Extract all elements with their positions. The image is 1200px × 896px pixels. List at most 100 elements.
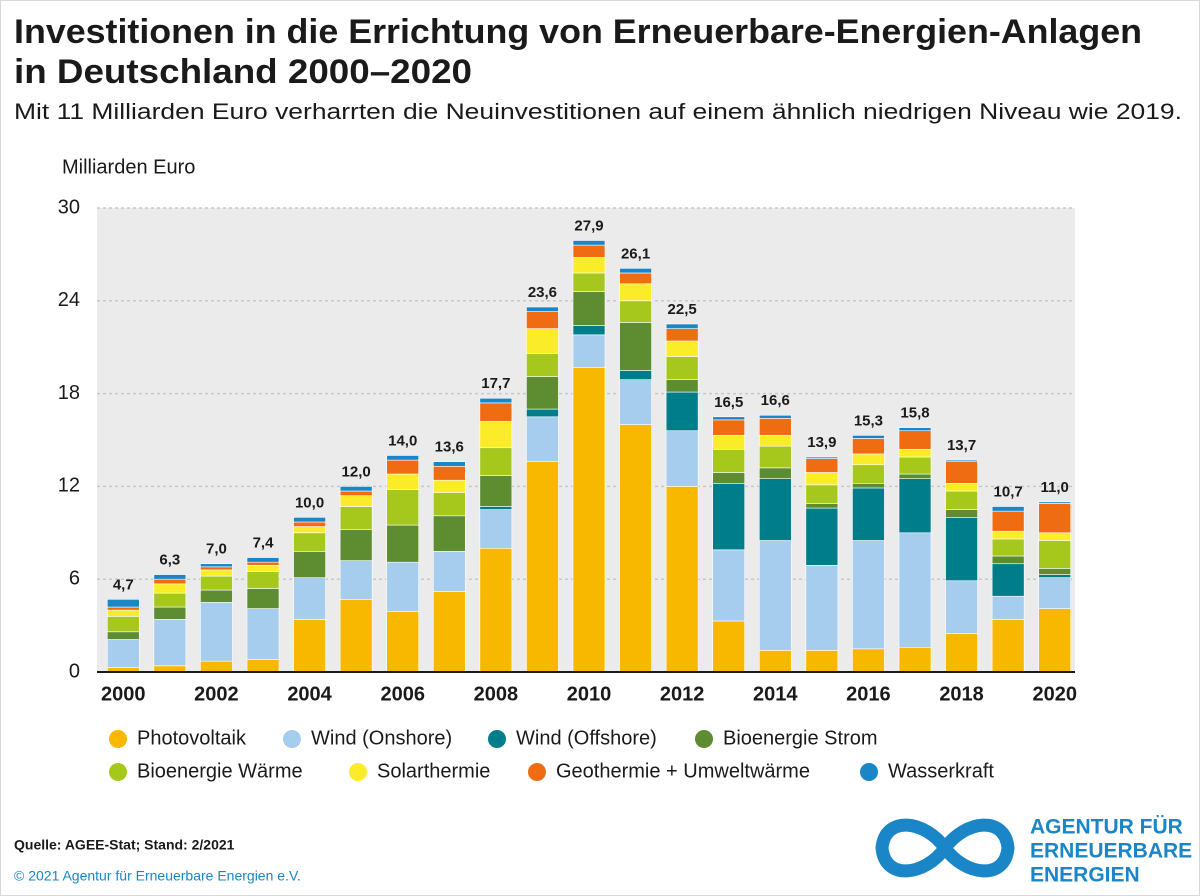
bar-segment (386, 455, 420, 461)
bar-segment (339, 490, 373, 496)
bar-segment (991, 530, 1025, 540)
total-label: 12,0 (342, 463, 371, 480)
bar-segment (945, 509, 978, 518)
total-label: 17,7 (481, 375, 510, 392)
bar-segment (153, 583, 187, 594)
bar-segment (386, 489, 420, 526)
bar-segment (572, 257, 606, 274)
bar-segment (572, 272, 606, 292)
y-tick-label: 18 (58, 382, 80, 404)
legend-swatch (860, 763, 878, 781)
bar-segment (898, 430, 932, 450)
chart-title: in Deutschland 2000–2020 (14, 53, 472, 91)
total-label: 15,3 (854, 412, 883, 429)
legend-label: Wind (Onshore) (311, 727, 452, 749)
bar-segment (153, 592, 187, 608)
bar-segment (572, 240, 606, 246)
bar-segment (200, 569, 233, 577)
bar-segment (432, 492, 466, 517)
bar-segment (898, 478, 932, 534)
logo-text: ERNEUERBARE (1030, 840, 1192, 863)
bar-segment (293, 517, 326, 523)
y-axis-label: Milliarden Euro (62, 156, 195, 178)
bar-segment (945, 633, 978, 673)
bar-segment (432, 551, 466, 592)
bar-segment (991, 510, 1025, 532)
x-tick-label: 2014 (753, 683, 798, 705)
bar-segment (386, 611, 420, 673)
bar-segment (758, 445, 792, 469)
bar-segment (805, 503, 839, 509)
bar-segment (526, 376, 559, 410)
total-label: 11,0 (1041, 479, 1069, 496)
legend-label: Wasserkraft (888, 760, 994, 782)
x-tick-label: 2006 (380, 683, 425, 705)
bar-segment (665, 391, 699, 432)
x-tick-label: 2018 (939, 683, 984, 705)
x-tick-label: 2010 (567, 683, 612, 705)
x-tick-label: 2002 (194, 683, 239, 705)
bar-segment (153, 578, 187, 585)
bar-segment (432, 479, 466, 493)
total-label: 14,0 (388, 432, 417, 449)
bar-segment (712, 472, 746, 484)
total-label: 10,7 (994, 483, 1023, 500)
bar-segment (572, 291, 606, 326)
bar-segment (665, 328, 699, 342)
logo-mark (875, 818, 1015, 878)
bar-segment (526, 306, 559, 312)
bar-segment (526, 311, 559, 329)
bar-segment (572, 367, 606, 673)
bar-segment (805, 472, 839, 486)
bar-segment (293, 526, 326, 534)
bar-segment (200, 563, 233, 568)
bar-segment (898, 448, 932, 458)
total-label: 6,3 (159, 552, 180, 569)
bar-segment (898, 456, 932, 475)
bar-segment (665, 379, 699, 393)
copyright: © 2021 Agentur für Erneuerbare Energien … (14, 868, 301, 884)
bar-segment (805, 650, 839, 673)
bar-segment (479, 447, 513, 476)
bar-segment (898, 473, 932, 479)
bar-segment (339, 560, 373, 600)
bar-segment (805, 456, 839, 459)
bar-segment (106, 599, 140, 608)
total-label: 13,6 (435, 439, 464, 456)
bar-segment (479, 475, 513, 507)
bar-segment (479, 402, 513, 422)
bar-segment (712, 620, 746, 673)
bar-segment (619, 424, 652, 673)
bar-segment (758, 478, 792, 541)
bar-segment (1038, 574, 1072, 578)
bar-segment (526, 461, 559, 673)
total-label: 4,7 (113, 576, 134, 593)
bar-segment (619, 268, 652, 274)
bar-segment (945, 490, 978, 510)
bar-segment (246, 588, 280, 609)
legend-swatch (528, 763, 546, 781)
bar-segment (432, 591, 466, 673)
bar-segment (526, 328, 559, 354)
legend-swatch (488, 730, 506, 748)
bar-segment (386, 524, 420, 563)
bar-segment (246, 564, 280, 572)
total-label: 23,6 (528, 284, 557, 301)
bar-segment (200, 602, 233, 662)
bar-segment (153, 619, 187, 667)
bar-segment (852, 438, 885, 455)
total-label: 15,8 (900, 405, 929, 422)
total-label: 13,9 (807, 434, 836, 451)
total-label: 10,0 (295, 494, 324, 511)
bar-segment (619, 283, 652, 302)
bar-segment (991, 619, 1025, 673)
bar-segment (526, 353, 559, 377)
total-label: 7,0 (206, 541, 227, 558)
bar-segment (1038, 568, 1072, 575)
x-tick-label: 2000 (101, 683, 146, 705)
bar-segment (991, 538, 1025, 557)
y-tick-label: 0 (69, 660, 80, 682)
bar-segment (852, 435, 885, 439)
bar-segment (479, 547, 513, 673)
